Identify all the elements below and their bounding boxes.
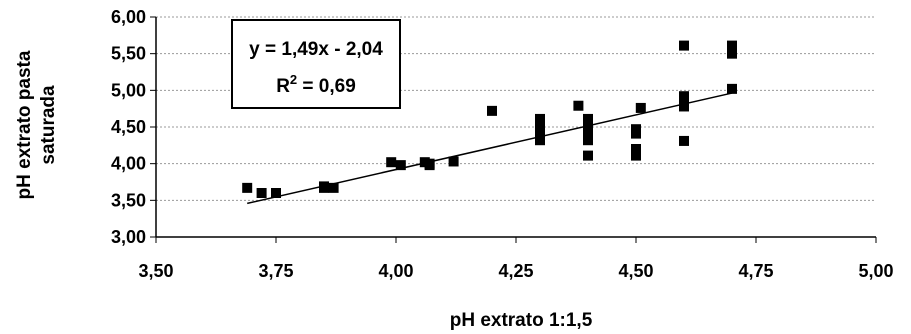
y-tick-label: 3,50 [111,190,146,210]
equation-label: y = 1,49x - 2,04 [249,39,383,60]
data-point [271,188,281,198]
data-point [635,102,646,113]
y-tick-label: 4,50 [111,117,146,137]
data-point [631,128,641,139]
r-squared-label: R2 = 0,69 [276,72,356,97]
data-point [679,95,689,106]
equation-box: y = 1,49x - 2,04 R2 = 0,69 [231,19,401,109]
data-point [583,120,593,131]
y-tick-label: 4,00 [111,154,146,174]
x-tick-label: 3,75 [258,261,293,281]
y-tick-label: 5,00 [111,80,146,100]
data-point [631,144,641,154]
data-point [679,135,689,146]
data-point [319,182,329,193]
data-points [242,40,737,198]
data-point [727,48,737,59]
data-point [424,160,435,171]
y-axis-title-line1: pH extrato pasta [14,50,35,199]
data-point [328,182,339,193]
data-point [535,135,545,146]
equation-box-frame [231,19,401,109]
data-point [535,128,545,139]
r-squared-value: = 0,69 [297,76,356,97]
axes [150,16,877,243]
data-point [631,150,641,161]
x-tick-label: 4,75 [738,261,773,281]
data-point [727,83,737,94]
x-tick-label: 4,50 [618,261,653,281]
data-point [535,118,545,129]
x-tick-labels: 3,50 3,75 4,00 4,25 4,50 4,75 5,00 [138,261,893,281]
data-point [448,156,459,167]
data-point [583,135,593,146]
data-point [679,40,689,51]
x-tick-label: 3,50 [138,261,173,281]
data-point [535,123,545,134]
data-point [395,160,406,171]
data-point [573,100,584,111]
x-tick-label: 4,25 [498,261,533,281]
y-axis-title: pH extrato pasta saturada [14,50,59,199]
data-point [386,157,397,168]
data-point [487,105,497,116]
y-axis-title-line2: saturada [38,85,59,165]
data-point [583,113,593,124]
y-tick-label: 6,00 [111,7,146,27]
r-squared-prefix: R [276,76,290,97]
data-point [583,150,593,161]
y-tick-labels: 3,00 3,50 4,00 4,50 5,00 5,50 6,00 [111,7,146,247]
x-axis-title: pH extrato 1:1,5 [450,310,593,331]
data-point [583,125,593,136]
data-point [242,182,253,193]
y-tick-label: 5,50 [111,44,146,64]
x-tick-label: 5,00 [858,261,893,281]
x-tick-label: 4,00 [378,261,413,281]
data-point [679,101,689,112]
r-squared-superscript: 2 [290,72,297,87]
data-point [256,188,267,198]
y-tick-label: 3,00 [111,227,146,247]
